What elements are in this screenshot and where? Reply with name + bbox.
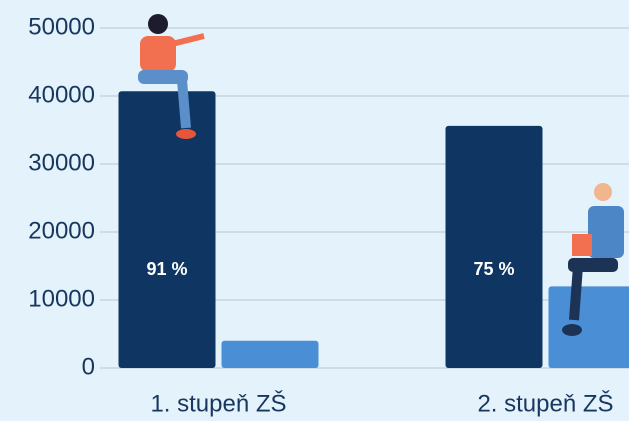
x-tick-label: 2. stupeň ZŠ <box>477 389 613 417</box>
bar <box>446 126 543 368</box>
bar-annotation: 91 % <box>146 259 187 279</box>
chart: 0 10000 20000 30000 40000 50000 1. stupeň ZŠ 91… <box>0 0 629 421</box>
x-tick-label: 1. stupeň ZŠ <box>150 389 286 417</box>
y-tick-label: 30000 <box>28 149 95 176</box>
bar <box>222 341 319 368</box>
bar-annotation: 75 % <box>473 259 514 279</box>
bar <box>549 286 629 368</box>
y-tick-label: 40000 <box>28 81 95 108</box>
y-tick-label: 0 <box>82 353 95 380</box>
y-tick-label: 20000 <box>28 217 95 244</box>
y-tick-label: 50000 <box>28 13 95 40</box>
bar <box>119 91 216 368</box>
y-tick-label: 10000 <box>28 285 95 312</box>
